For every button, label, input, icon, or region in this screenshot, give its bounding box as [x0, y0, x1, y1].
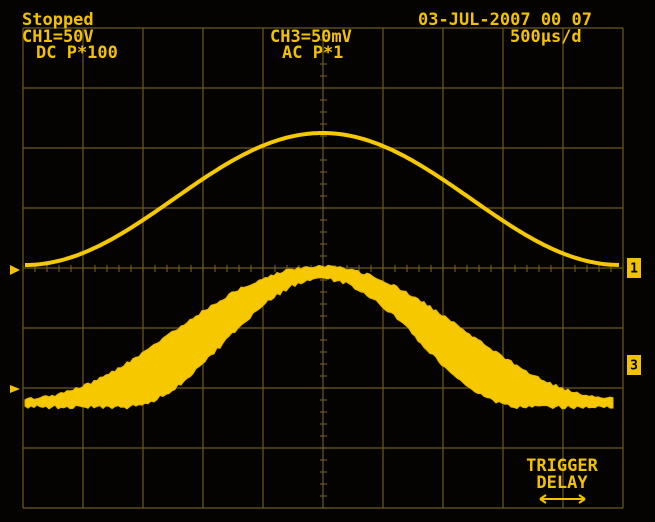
ch3-coupling: AC P*1 — [282, 43, 343, 63]
timebase: 500µs/d — [510, 27, 582, 47]
background — [0, 0, 655, 522]
marker: 3 — [630, 359, 638, 374]
ch1-coupling: DC P*100 — [36, 43, 118, 63]
button-label: DELAY — [536, 473, 588, 493]
oscilloscope-screen: Stopped CH1=50V DC P*100 CH3=50mV AC P*1… — [0, 0, 655, 522]
marker: 1 — [630, 262, 638, 277]
page: Stopped CH1=50V DC P*100 CH3=50mV AC P*1… — [0, 0, 655, 522]
